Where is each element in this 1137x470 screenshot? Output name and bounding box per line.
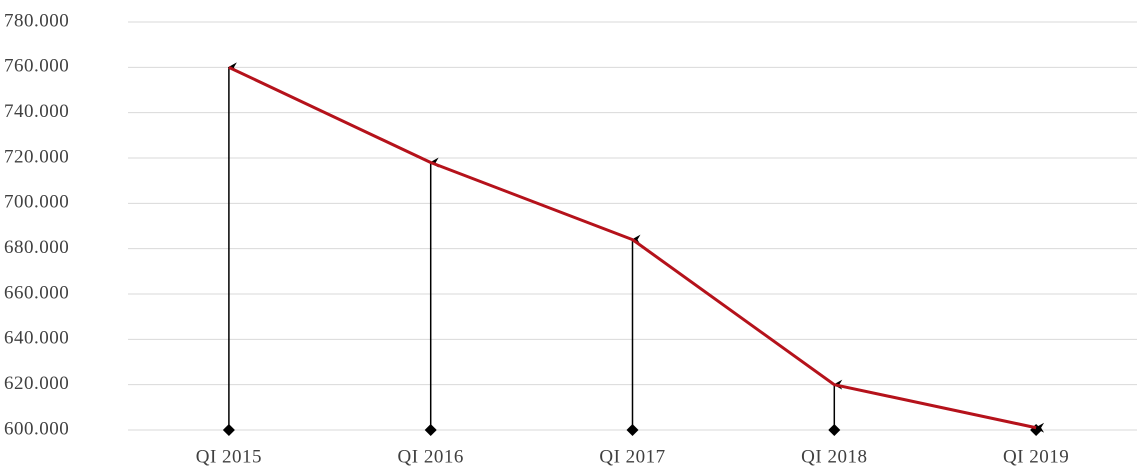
x-tick-label: QI 2019 — [1003, 446, 1069, 467]
x-tick-label: QI 2015 — [196, 446, 262, 467]
y-tick-label: 760.000 — [4, 56, 69, 77]
y-tick-label: 720.000 — [4, 146, 69, 167]
y-tick-label: 680.000 — [4, 237, 69, 258]
y-tick-label: 780.000 — [4, 10, 69, 31]
y-tick-label: 740.000 — [4, 101, 69, 122]
y-tick-label: 600.000 — [4, 418, 69, 439]
y-tick-label: 620.000 — [4, 373, 69, 394]
y-tick-label: 640.000 — [4, 328, 69, 349]
x-tick-label: QI 2018 — [801, 446, 867, 467]
y-tick-label: 660.000 — [4, 282, 69, 303]
y-tick-label: 700.000 — [4, 192, 69, 213]
x-tick-label: QI 2017 — [599, 446, 665, 467]
x-tick-label: QI 2016 — [398, 446, 464, 467]
line — [228, 65, 1037, 430]
